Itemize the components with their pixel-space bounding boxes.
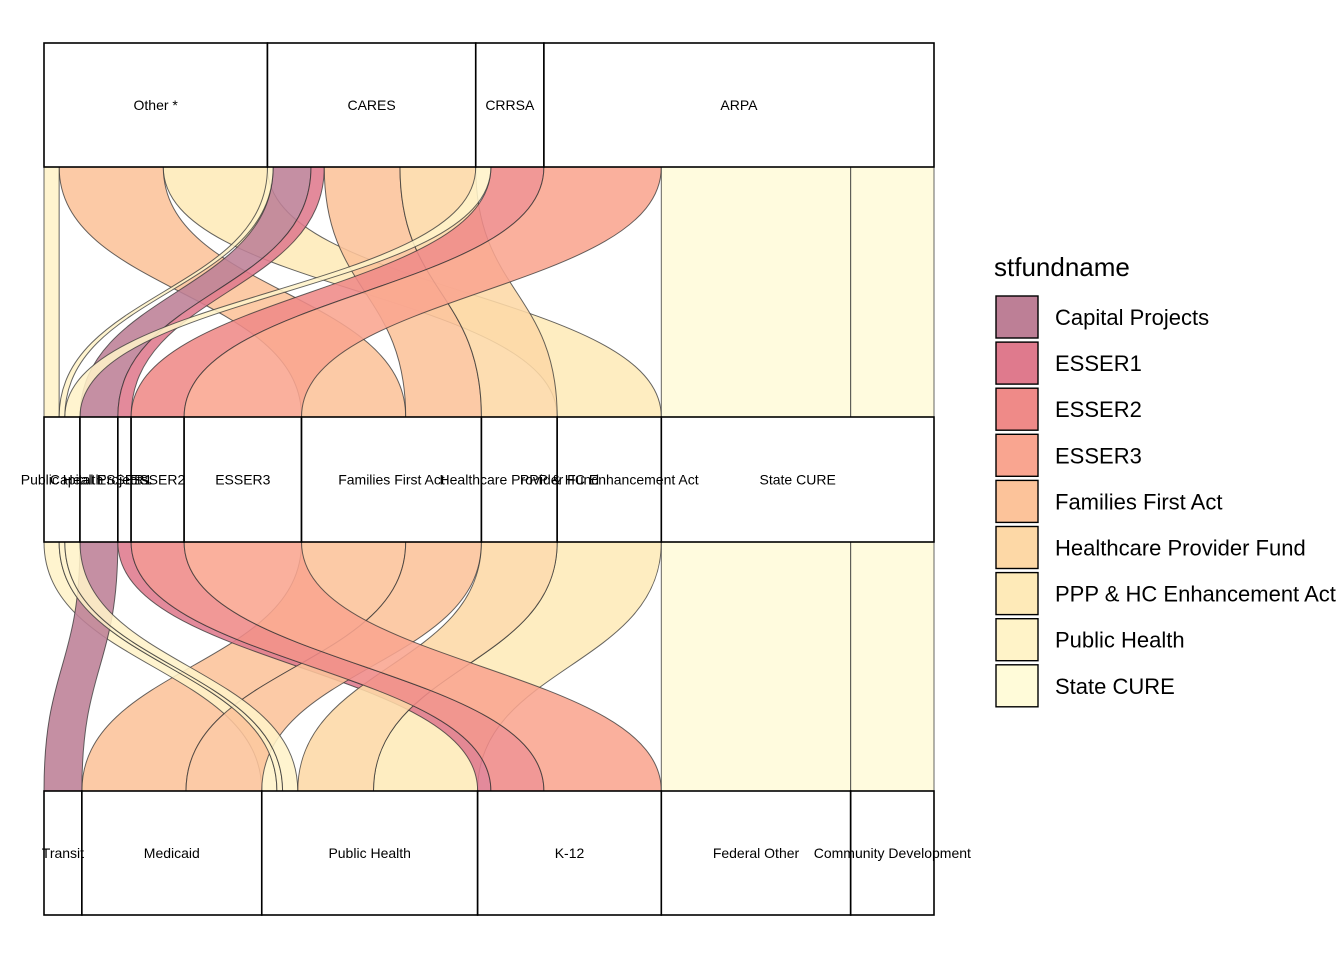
- legend: stfundname Capital Projects ESSER1 ESSER2 E…: [994, 252, 1336, 708]
- legend-swatch-healthcare-provider-fund: [995, 525, 1039, 570]
- legend-label-capital-projects: Capital Projects: [1055, 305, 1209, 330]
- stratum-label-source-crrsa: CRRSA: [485, 97, 535, 113]
- legend-swatch-ppp-hc-enhancement-act: [995, 571, 1039, 616]
- stratum-label-fund-capital-projects: Capital Projects: [50, 472, 148, 488]
- stratum-fund-families-first-act: [300, 416, 483, 543]
- legend-label-ppp-hc-enhancement-act: PPP & HC Enhancement Act: [1055, 582, 1336, 607]
- legend-label-state-cure: State CURE: [1055, 674, 1175, 699]
- legend-label-public-health: Public Health: [1055, 628, 1185, 653]
- flow-arpa-to-state-cure: [660, 166, 852, 418]
- stratum-label-fund-families-first-act: Families First Act: [338, 472, 445, 488]
- stratum-source-other: [43, 42, 269, 168]
- legend-swatch-families-first-act: [995, 479, 1039, 524]
- stratum-label-fund-state-cure: State CURE: [760, 472, 836, 488]
- stratum-source-crrsa: [474, 42, 545, 168]
- legend-swatch-esser2: [995, 387, 1039, 431]
- stratum-label-use-community-development: Community Development: [814, 845, 971, 861]
- legend-swatch-capital-projects: [995, 295, 1039, 339]
- flow-state-cure-to-community-development: [850, 541, 935, 792]
- legend-title: stfundname: [994, 252, 1130, 282]
- flow-arpa-to-state-cure: [850, 166, 935, 418]
- stratum-label-use-public-health: Public Health: [328, 845, 411, 861]
- stratum-label-use-transit: Transit: [42, 845, 84, 861]
- stratum-use-federal-other: [660, 790, 852, 916]
- stratum-label-use-medicaid: Medicaid: [144, 845, 200, 861]
- legend-swatch-esser3: [995, 433, 1039, 477]
- stratum-use-transit: [43, 790, 83, 916]
- stratum-label-fund-esser3: ESSER3: [215, 472, 270, 488]
- stratum-label-use-federal-other: Federal Other: [713, 845, 800, 861]
- stratum-fund-esser3: [183, 416, 303, 543]
- stratum-fund-esser2: [130, 416, 185, 543]
- legend-label-esser1: ESSER1: [1055, 351, 1142, 376]
- stratum-fund-state-cure: [660, 416, 935, 543]
- legend-swatch-esser1: [995, 341, 1039, 385]
- flow-state-cure-to-federal-other: [660, 541, 852, 792]
- stratum-use-public-health: [260, 790, 479, 916]
- legend-label-esser2: ESSER2: [1055, 397, 1142, 422]
- stratum-label-fund-ppp-hc-enhancement-act: PPP & HC Enhancement Act: [520, 472, 699, 488]
- stratum-label-fund-healthcare-provider-fund: Healthcare Provider Fund: [440, 472, 600, 488]
- stratum-label-source-other: Other *: [134, 97, 179, 113]
- flows-layer: [43, 166, 935, 792]
- stratum-label-fund-esser2: ESSER2: [130, 472, 185, 488]
- legend-label-families-first-act: Families First Act: [1055, 489, 1222, 514]
- legend-label-esser3: ESSER3: [1055, 443, 1142, 468]
- stratum-label-source-cares: CARES: [347, 97, 395, 113]
- stratum-label-fund-esser1: ESSER1: [97, 472, 152, 488]
- stratum-use-k-12: [476, 790, 663, 916]
- stratum-use-medicaid: [81, 790, 263, 916]
- stratum-source-cares: [266, 42, 477, 168]
- stratum-label-use-k-12: K-12: [555, 845, 585, 861]
- legend-label-healthcare-provider-fund: Healthcare Provider Fund: [1055, 536, 1306, 561]
- stratum-label-source-arpa: ARPA: [720, 97, 758, 113]
- stratum-use-community-development: [849, 790, 935, 916]
- stratum-label-fund-public-health: Public Health: [21, 472, 104, 488]
- flow-other-to-public-health: [43, 166, 60, 418]
- legend-swatch-state-cure: [995, 664, 1039, 708]
- legend-swatch-public-health: [995, 618, 1039, 662]
- stratum-fund-ppp-hc-enhancement-act: [556, 416, 663, 543]
- stratum-source-arpa: [543, 42, 935, 168]
